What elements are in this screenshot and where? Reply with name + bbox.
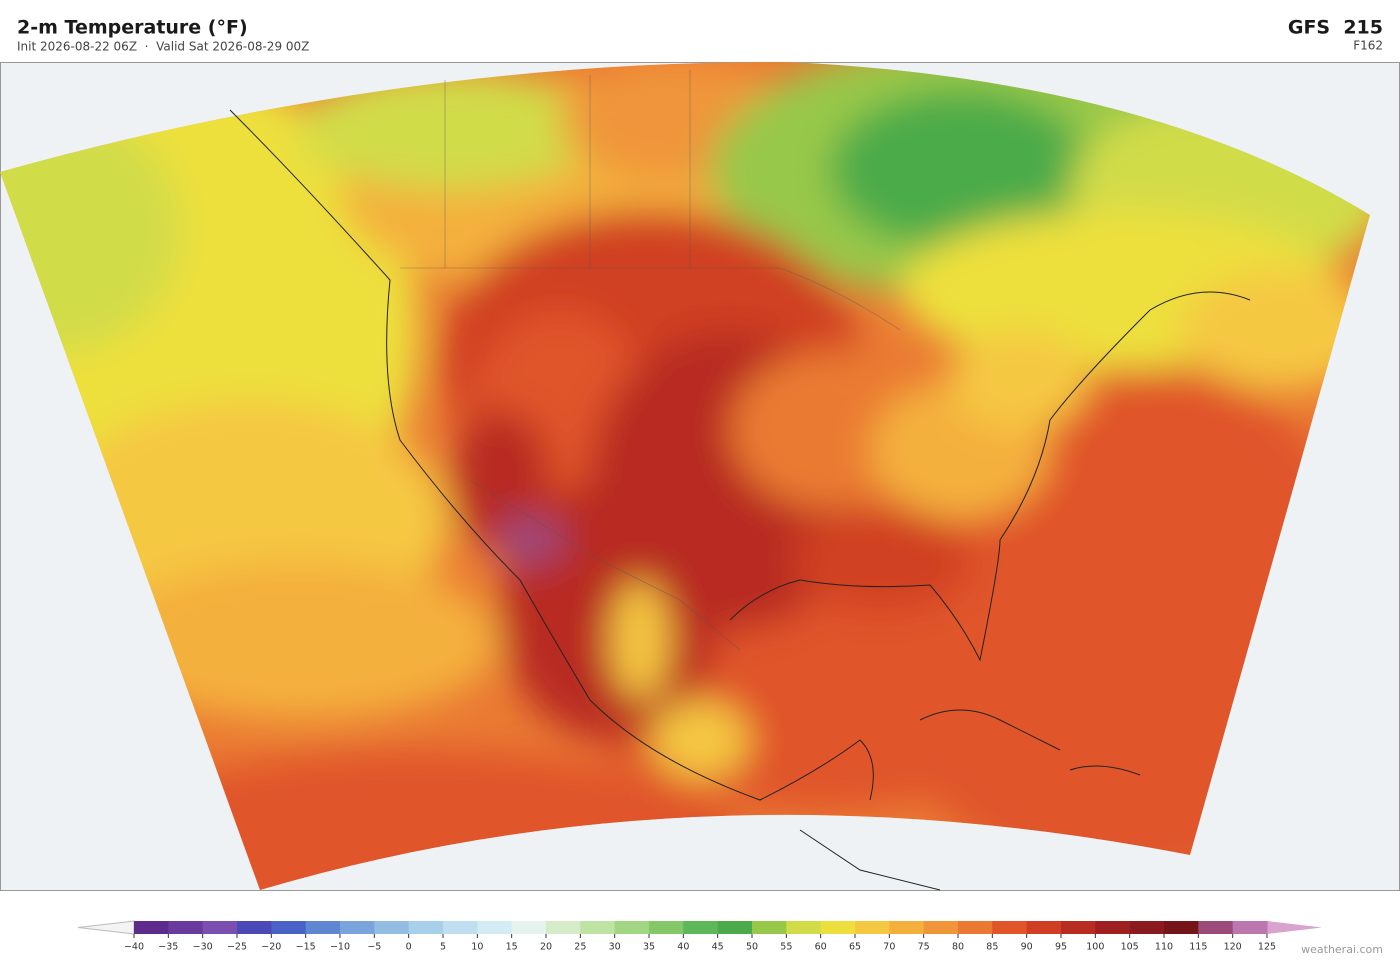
colorbar-over bbox=[1267, 921, 1322, 934]
tick-label: 105 bbox=[1121, 942, 1139, 953]
colorbar-bin bbox=[1198, 921, 1234, 934]
tick-label: 0 bbox=[406, 942, 412, 953]
temp-region bbox=[950, 330, 1090, 430]
temp-region bbox=[100, 560, 500, 720]
tick-label: 95 bbox=[1055, 942, 1067, 953]
colorbar-bin bbox=[271, 921, 307, 934]
colorbar-bin bbox=[1095, 921, 1131, 934]
tick-label: −40 bbox=[124, 942, 144, 953]
tick-label: 90 bbox=[1021, 942, 1033, 953]
tick-label: 10 bbox=[471, 942, 483, 953]
colorbar: −40 −35 −30 −25 −20 −15 −10 −5 0 5 10 15 20 25 30 35 40 4… bbox=[77, 920, 1322, 953]
tick-label: −20 bbox=[261, 942, 281, 953]
tick-label: −10 bbox=[330, 942, 350, 953]
temp-region bbox=[495, 515, 565, 565]
temp-region bbox=[650, 700, 750, 780]
tick-label: 120 bbox=[1224, 942, 1242, 953]
coastlines bbox=[229, 109, 1251, 891]
forecast-hour: F162 bbox=[1353, 39, 1383, 53]
tick-label: −30 bbox=[193, 942, 213, 953]
colorbar-bin bbox=[614, 921, 650, 934]
tick-label: 55 bbox=[780, 942, 792, 953]
tick-label: 125 bbox=[1258, 942, 1276, 953]
colorbar-bin bbox=[340, 921, 375, 934]
tick-label: 75 bbox=[918, 942, 930, 953]
colorbar-bin bbox=[511, 921, 547, 934]
tick-label: −35 bbox=[158, 942, 178, 953]
tick-label: 65 bbox=[849, 942, 861, 953]
colorbar-bin bbox=[820, 921, 856, 934]
tick-label: 80 bbox=[952, 942, 964, 953]
colorbar-bin bbox=[408, 921, 444, 934]
temp-region bbox=[450, 410, 550, 550]
colorbar-bin bbox=[443, 921, 478, 934]
colorbar-bin bbox=[202, 921, 238, 934]
colorbar-bin bbox=[683, 921, 719, 934]
colorbar-bin bbox=[786, 921, 822, 934]
colorbar-bin bbox=[1061, 921, 1096, 934]
colorbar-bin bbox=[889, 921, 925, 934]
colorbar-bin bbox=[923, 921, 959, 934]
tick-label: 115 bbox=[1189, 942, 1207, 953]
colorbar-bin bbox=[855, 921, 890, 934]
temp-region bbox=[0, 110, 180, 350]
tick-label: 40 bbox=[677, 942, 689, 953]
tick-label: −25 bbox=[227, 942, 247, 953]
colorbar-bin bbox=[958, 921, 993, 934]
colorbar-bin bbox=[649, 921, 684, 934]
tick-label: 35 bbox=[643, 942, 655, 953]
colorbar-bin bbox=[580, 921, 616, 934]
tick-label: 25 bbox=[574, 942, 586, 953]
tick-label: 60 bbox=[815, 942, 827, 953]
colorbar-bin bbox=[477, 921, 513, 934]
colorbar-bin bbox=[1232, 921, 1268, 934]
colorbar-bin bbox=[168, 921, 204, 934]
model-name: GFS 215 bbox=[1288, 17, 1383, 39]
colorbar-bin bbox=[237, 921, 272, 934]
tick-label: 15 bbox=[506, 942, 518, 953]
tick-label: 70 bbox=[883, 942, 895, 953]
tick-label: 50 bbox=[746, 942, 758, 953]
tick-label: 85 bbox=[986, 942, 998, 953]
tick-label: −5 bbox=[367, 942, 381, 953]
colorbar-bin bbox=[1026, 921, 1062, 934]
colorbar-bin bbox=[374, 921, 410, 934]
colorbar-bin bbox=[1164, 921, 1199, 934]
colorbar-bin bbox=[305, 921, 341, 934]
subtitle: Init 2026-08-22 06Z · Valid Sat 2026-08-… bbox=[17, 40, 309, 54]
tick-label: 45 bbox=[712, 942, 724, 953]
tick-label: −15 bbox=[296, 942, 316, 953]
colorbar-bin bbox=[546, 921, 581, 934]
temp-region bbox=[610, 580, 670, 700]
watermark: weatherai.com bbox=[1301, 943, 1383, 956]
colorbar-bin bbox=[717, 921, 753, 934]
colorbar-bin bbox=[992, 921, 1028, 934]
tick-label: 110 bbox=[1155, 942, 1173, 953]
colorbar-bin bbox=[134, 921, 169, 934]
tick-label: 20 bbox=[540, 942, 552, 953]
tick-label: 100 bbox=[1086, 942, 1104, 953]
temp-region bbox=[790, 510, 970, 610]
colorbar-under bbox=[77, 920, 135, 935]
tick-label: 30 bbox=[609, 942, 621, 953]
title: 2-m Temperature (°F) bbox=[17, 17, 248, 39]
colorbar-bin bbox=[752, 921, 787, 934]
temp-region bbox=[300, 70, 600, 190]
colorbar-bin bbox=[1129, 921, 1165, 934]
borders bbox=[400, 70, 901, 651]
tick-label: 5 bbox=[440, 942, 446, 953]
temp-region bbox=[830, 90, 1090, 250]
